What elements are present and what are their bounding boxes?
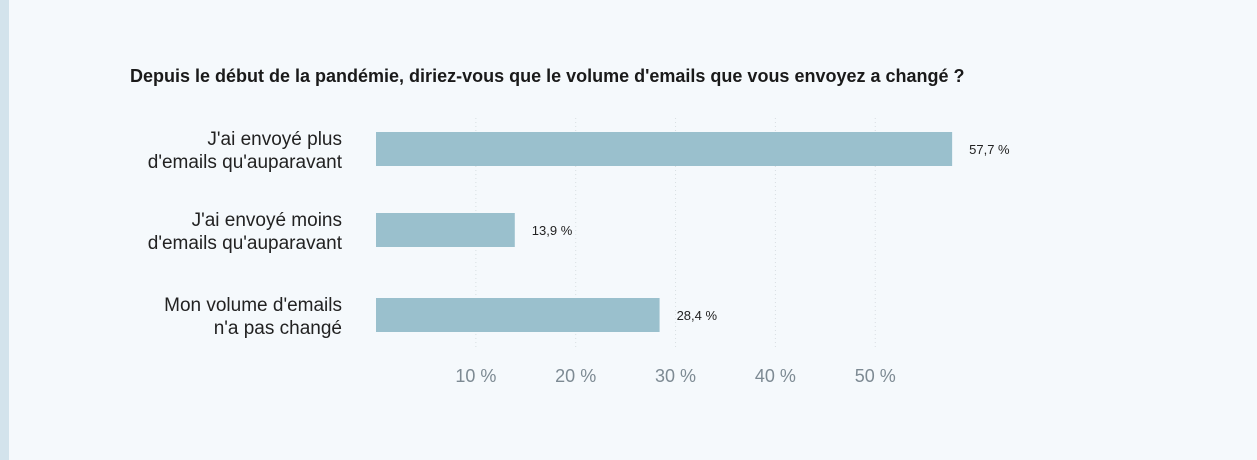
value-label-1: 57,7 % [969,142,1010,157]
category-label-1-line-1: J'ai envoyé plus [207,129,342,150]
category-label-1-line-2: d'emails qu'auparavant [148,152,343,173]
value-label-3: 28,4 % [677,308,718,323]
bar-1 [376,132,953,166]
bar-2 [376,213,515,247]
category-label-2-line-2: d'emails qu'auparavant [148,233,343,254]
x-tick-label-50: 50 % [855,366,896,386]
category-label-3-line-2: n'a pas changé [214,318,342,339]
value-label-2: 13,9 % [532,223,573,238]
left-edge-bar [0,0,9,460]
x-tick-label-30: 30 % [655,366,696,386]
category-label-2-line-1: J'ai envoyé moins [192,210,342,231]
bar-3 [376,298,660,332]
x-tick-label-40: 40 % [755,366,796,386]
x-tick-label-10: 10 % [455,366,496,386]
chart-title: Depuis le début de la pandémie, diriez-v… [130,66,965,86]
x-tick-label-20: 20 % [555,366,596,386]
category-label-3-line-1: Mon volume d'emails [164,295,342,316]
